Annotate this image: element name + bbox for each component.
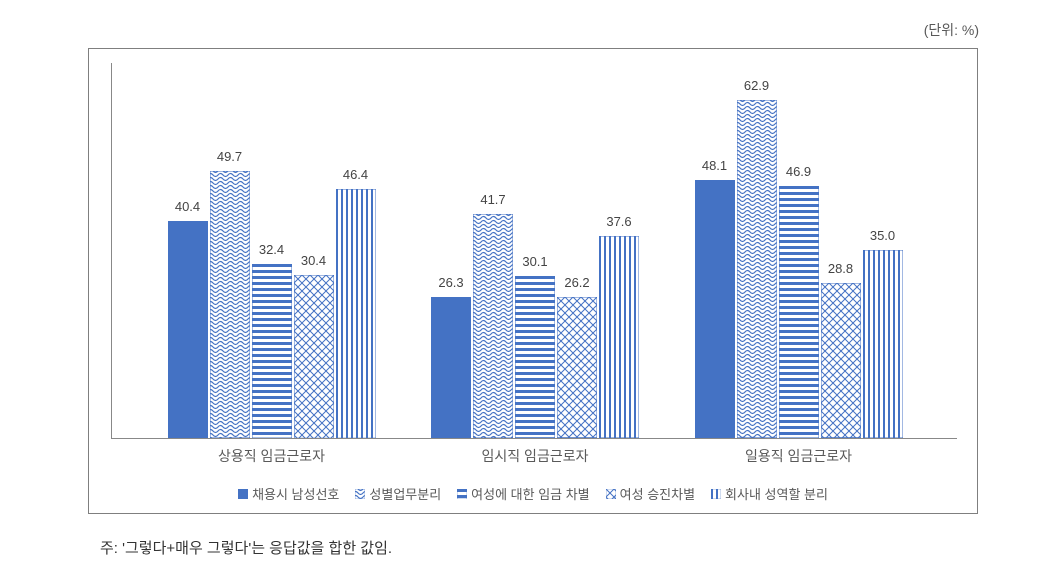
- bar: 40.4: [168, 221, 208, 438]
- bar: 46.4: [336, 189, 376, 438]
- legend-swatch: [457, 489, 467, 499]
- bar: 62.9: [737, 100, 777, 438]
- bar: 26.2: [557, 297, 597, 438]
- bar-value-label: 46.4: [343, 167, 368, 182]
- bar-value-label: 35.0: [870, 228, 895, 243]
- bar-value-label: 30.4: [301, 253, 326, 268]
- bar-value-label: 30.1: [522, 254, 547, 269]
- bar-value-label: 48.1: [702, 158, 727, 173]
- bar-group: 26.341.730.126.237.6임시직 임금근로자: [431, 214, 639, 438]
- unit-label: (단위: %): [924, 20, 979, 40]
- legend-swatch: [711, 489, 721, 499]
- legend-item: 회사내 성역할 분리: [711, 484, 828, 503]
- bar-group: 40.449.732.430.446.4상용직 임금근로자: [168, 171, 376, 438]
- bar: 35.0: [863, 250, 903, 438]
- bar-value-label: 32.4: [259, 242, 284, 257]
- bar-value-label: 37.6: [606, 214, 631, 229]
- bar-value-label: 40.4: [175, 199, 200, 214]
- legend-label: 회사내 성역할 분리: [725, 484, 828, 503]
- bar: 37.6: [599, 236, 639, 438]
- bar-value-label: 26.3: [438, 275, 463, 290]
- bar: 48.1: [695, 180, 735, 438]
- footnote: 주: '그렇다+매우 그렇다'는 응답값을 합한 값임.: [100, 537, 392, 558]
- bar-value-label: 26.2: [564, 275, 589, 290]
- bar: 41.7: [473, 214, 513, 438]
- bar-value-label: 49.7: [217, 149, 242, 164]
- legend-label: 성별업무분리: [369, 484, 441, 503]
- category-label: 일용직 임금근로자: [745, 446, 852, 466]
- legend-swatch: [355, 489, 365, 499]
- legend-item: 여성 승진차별: [606, 484, 695, 503]
- legend-swatch: [606, 489, 616, 499]
- legend-label: 채용시 남성선호: [252, 484, 339, 503]
- bar-value-label: 41.7: [480, 192, 505, 207]
- bar: 30.1: [515, 276, 555, 438]
- category-label: 상용직 임금근로자: [218, 446, 325, 466]
- legend-swatch: [238, 489, 248, 499]
- bar: 46.9: [779, 186, 819, 438]
- bar: 26.3: [431, 297, 471, 438]
- legend-label: 여성에 대한 임금 차별: [471, 484, 589, 503]
- legend-label: 여성 승진차별: [620, 484, 695, 503]
- chart-frame: 40.449.732.430.446.4상용직 임금근로자26.341.730.…: [88, 48, 978, 514]
- bar: 30.4: [294, 275, 334, 438]
- bar: 32.4: [252, 264, 292, 438]
- bar-value-label: 28.8: [828, 261, 853, 276]
- bar: 49.7: [210, 171, 250, 438]
- category-label: 임시직 임금근로자: [482, 446, 589, 466]
- legend-item: 여성에 대한 임금 차별: [457, 484, 589, 503]
- legend-item: 성별업무분리: [355, 484, 441, 503]
- legend: 채용시 남성선호 성별업무분리 여성에 대한 임금 차별 여성 승진차별 회사내 성역할…: [89, 484, 977, 503]
- bar-value-label: 46.9: [786, 164, 811, 179]
- bar-group: 48.162.946.928.835.0일용직 임금근로자: [695, 100, 903, 438]
- legend-item: 채용시 남성선호: [238, 484, 339, 503]
- bar-value-label: 62.9: [744, 78, 769, 93]
- bar: 28.8: [821, 283, 861, 438]
- plot-area: 40.449.732.430.446.4상용직 임금근로자26.341.730.…: [111, 63, 957, 439]
